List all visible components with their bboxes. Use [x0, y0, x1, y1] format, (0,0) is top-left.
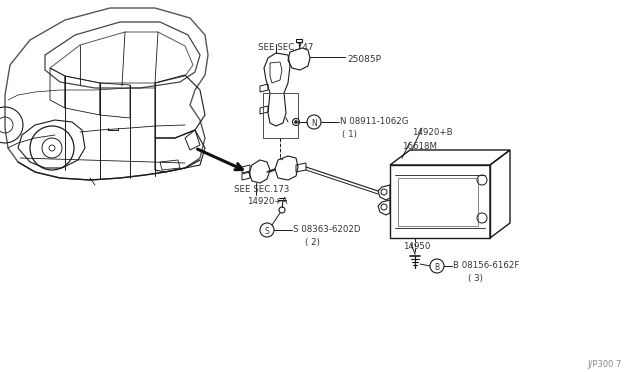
Text: B 08156-6162F: B 08156-6162F [453, 260, 520, 269]
Text: N 08911-1062G: N 08911-1062G [340, 116, 408, 125]
Text: 14920+A: 14920+A [247, 197, 287, 206]
Text: 25085P: 25085P [347, 55, 381, 64]
Text: SEE SEC.747: SEE SEC.747 [258, 43, 314, 52]
Text: 16618M: 16618M [402, 142, 437, 151]
Text: N: N [311, 119, 317, 128]
Text: ( 2): ( 2) [305, 238, 320, 247]
Text: S 08363-6202D: S 08363-6202D [293, 224, 360, 234]
Text: SEE SEC.173: SEE SEC.173 [234, 185, 289, 194]
Text: ( 1): ( 1) [342, 130, 357, 139]
Text: 14920+B: 14920+B [412, 128, 452, 137]
Circle shape [294, 121, 298, 124]
Text: S: S [264, 227, 269, 235]
Text: J/P300 7: J/P300 7 [588, 360, 622, 369]
Text: B: B [435, 263, 440, 272]
Text: 14950: 14950 [403, 242, 430, 251]
Text: ( 3): ( 3) [468, 274, 483, 283]
